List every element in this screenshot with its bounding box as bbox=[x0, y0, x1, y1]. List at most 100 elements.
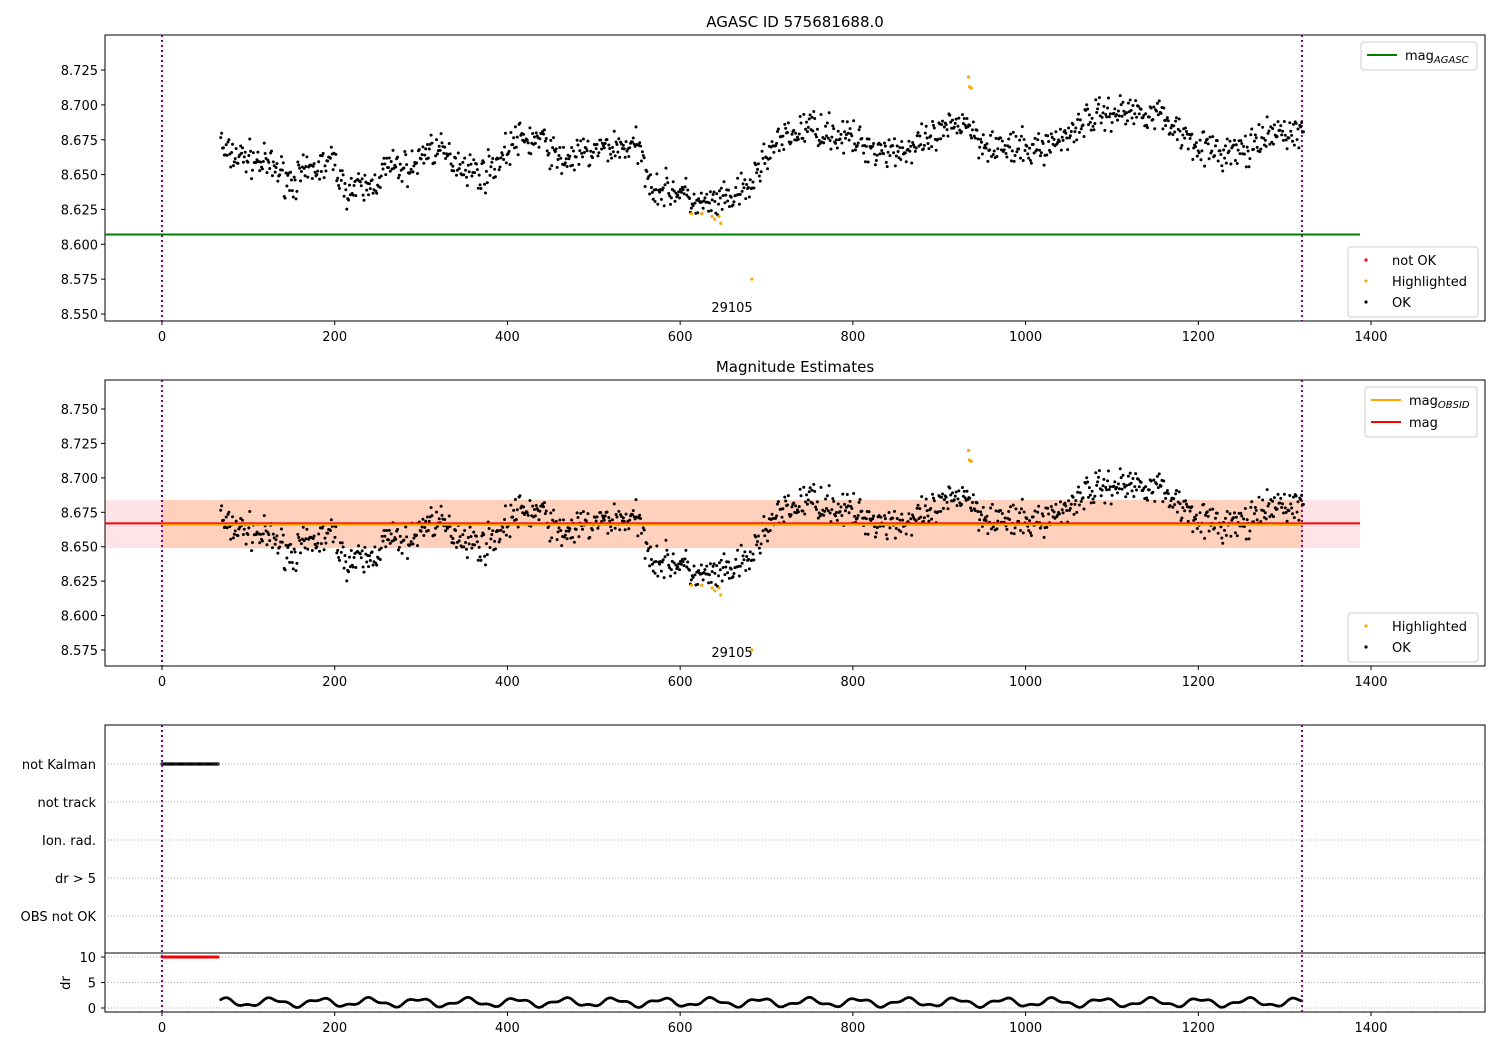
ok-point bbox=[1271, 142, 1275, 146]
ok-point bbox=[404, 525, 408, 529]
ok-point bbox=[367, 554, 371, 558]
ok-point bbox=[1175, 138, 1179, 142]
flag-label: not Kalman bbox=[22, 758, 96, 773]
ok-point bbox=[574, 155, 578, 159]
ok-point bbox=[1157, 472, 1161, 476]
ok-point bbox=[853, 142, 857, 146]
ok-point bbox=[649, 545, 653, 549]
ok-point bbox=[622, 519, 626, 523]
ok-point bbox=[427, 147, 431, 151]
ok-point bbox=[1045, 153, 1049, 157]
ok-point bbox=[801, 136, 805, 140]
ok-point bbox=[817, 138, 821, 142]
ok-point bbox=[920, 495, 924, 499]
ok-point bbox=[1179, 146, 1183, 150]
ok-point bbox=[658, 190, 662, 194]
ok-point bbox=[1255, 145, 1259, 149]
ok-point bbox=[1057, 512, 1061, 516]
ok-point bbox=[978, 518, 982, 522]
ok-point bbox=[842, 151, 846, 155]
ok-point bbox=[258, 541, 262, 545]
ok-point bbox=[550, 536, 554, 540]
ok-point bbox=[1253, 133, 1257, 137]
ok-point bbox=[360, 177, 364, 181]
ok-point bbox=[468, 525, 472, 529]
ok-point bbox=[918, 134, 922, 138]
ok-point bbox=[929, 507, 933, 511]
ok-point bbox=[708, 562, 712, 566]
ok-point bbox=[894, 154, 898, 158]
ok-point bbox=[922, 143, 926, 147]
ok-point bbox=[990, 130, 994, 134]
ok-point bbox=[533, 141, 537, 145]
ok-point bbox=[426, 156, 430, 160]
ok-point bbox=[668, 194, 672, 198]
ok-point bbox=[954, 490, 958, 494]
ok-point bbox=[781, 507, 785, 511]
ok-point bbox=[691, 575, 695, 579]
ok-point bbox=[220, 131, 224, 135]
ok-point bbox=[639, 159, 643, 163]
ok-point bbox=[756, 162, 760, 166]
ok-point bbox=[283, 568, 287, 572]
ok-point bbox=[429, 133, 433, 137]
ok-point bbox=[579, 511, 583, 515]
ok-point bbox=[664, 538, 668, 542]
ok-point bbox=[333, 535, 337, 539]
ok-point bbox=[1234, 143, 1238, 147]
ok-point bbox=[754, 535, 758, 539]
ok-point bbox=[1076, 118, 1080, 122]
ok-point bbox=[293, 178, 297, 182]
ok-point bbox=[267, 533, 271, 537]
ok-point bbox=[639, 144, 643, 148]
ok-point bbox=[904, 160, 908, 164]
ok-point bbox=[263, 152, 267, 156]
ok-point bbox=[968, 123, 972, 127]
ok-point bbox=[1039, 151, 1043, 155]
ok-point bbox=[354, 566, 358, 570]
ok-point bbox=[661, 186, 665, 190]
highlighted-point bbox=[713, 217, 717, 221]
x-tick-label: 600 bbox=[668, 330, 693, 345]
ok-point bbox=[650, 562, 654, 566]
ok-point bbox=[251, 151, 255, 155]
ok-point bbox=[405, 163, 409, 167]
ok-point bbox=[1166, 492, 1170, 496]
ok-point bbox=[387, 528, 391, 532]
ok-point bbox=[600, 514, 604, 518]
dr-axis-label: dr bbox=[59, 976, 74, 990]
ok-point bbox=[882, 514, 886, 518]
ok-point bbox=[1031, 142, 1035, 146]
ok-point bbox=[1267, 502, 1271, 506]
ok-point bbox=[249, 149, 253, 153]
ok-point bbox=[1147, 488, 1151, 492]
ok-point bbox=[1125, 484, 1129, 488]
ok-point bbox=[497, 540, 501, 544]
ok-point bbox=[485, 553, 489, 557]
ok-point bbox=[921, 519, 925, 523]
ok-point bbox=[887, 510, 891, 514]
ok-point bbox=[437, 517, 441, 521]
ok-point bbox=[739, 543, 743, 547]
ok-point bbox=[315, 545, 319, 549]
ok-point bbox=[485, 181, 489, 185]
ok-point bbox=[1223, 144, 1227, 148]
ok-point bbox=[1137, 485, 1141, 489]
ok-point bbox=[737, 202, 741, 206]
ok-point bbox=[636, 162, 640, 166]
legend-marker bbox=[1364, 279, 1368, 283]
ok-point bbox=[668, 566, 672, 570]
ok-point bbox=[672, 561, 676, 565]
ok-point bbox=[313, 170, 317, 174]
ok-point bbox=[1011, 130, 1015, 134]
ok-point bbox=[796, 510, 800, 514]
ok-point bbox=[723, 573, 727, 577]
ok-point bbox=[381, 167, 385, 171]
ok-point bbox=[1271, 515, 1275, 519]
ok-point bbox=[591, 150, 595, 154]
ok-point bbox=[1121, 100, 1125, 104]
ok-point bbox=[1128, 471, 1132, 475]
ok-point bbox=[710, 198, 714, 202]
ok-point bbox=[782, 147, 786, 151]
ok-point bbox=[907, 512, 911, 516]
